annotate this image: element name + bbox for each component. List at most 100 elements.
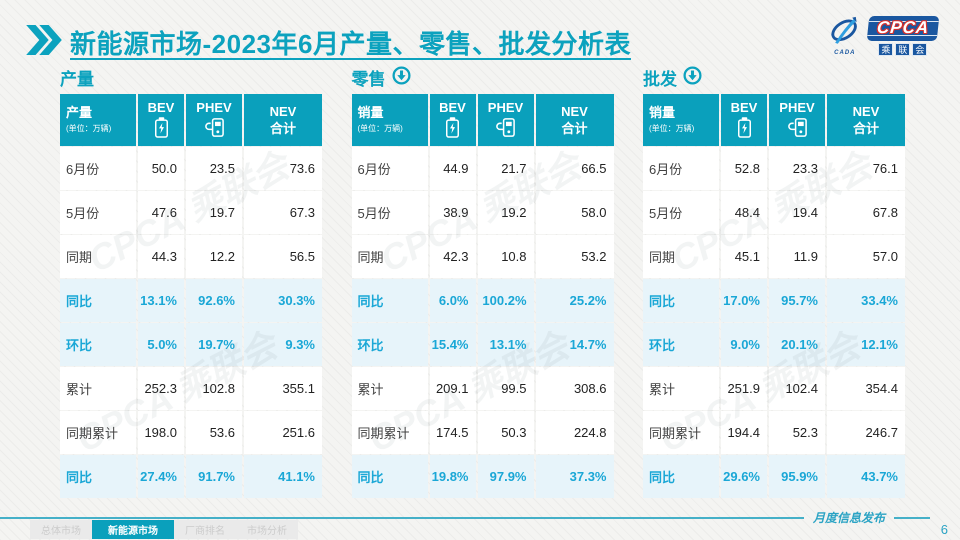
row-label: 同比: [60, 279, 136, 322]
cell-value: 19.8%: [429, 455, 476, 498]
row-label: 5月份: [351, 191, 428, 234]
cell-value: 174.5: [429, 411, 476, 454]
cell-value: 17.0%: [721, 279, 767, 322]
cell-value: 25.2%: [535, 279, 614, 322]
down-arrow-icon: [683, 65, 702, 90]
row-label: 5月份: [643, 191, 719, 234]
table-row: 同比 29.6% 95.9% 43.7%: [643, 455, 905, 498]
cpca-logo: CADA CPCA 乘 联 会: [826, 16, 940, 56]
cell-value: 53.6: [186, 411, 242, 454]
cell-value: 19.7: [186, 191, 242, 234]
cell-value: 198.0: [138, 411, 184, 454]
cell-value: 27.4%: [138, 455, 184, 498]
cell-value: 41.1%: [244, 455, 322, 498]
table-row: 5月份 47.6 19.7 67.3: [60, 191, 322, 234]
table-body: 6月份 44.9 21.7 66.5 5月份 38.9 19.2 58.0 同期 42.3 10.8…: [351, 147, 614, 498]
charging-station-icon: [495, 117, 516, 141]
table-row: 累计 251.9 102.4 354.4: [643, 367, 905, 410]
battery-icon: [737, 116, 751, 141]
table-row: 同比 6.0% 100.2% 25.2%: [351, 279, 614, 322]
cell-value: 56.5: [244, 235, 322, 278]
cell-value: 43.7%: [827, 455, 905, 498]
cell-value: 30.3%: [244, 279, 322, 322]
cell-value: 42.3: [429, 235, 476, 278]
bev-column-header: BEV: [138, 94, 184, 146]
footer-line: [0, 516, 804, 519]
corner-header-cell: 销量 (单位：万辆): [351, 94, 428, 146]
row-label: 累计: [351, 367, 428, 410]
cell-value: 23.5: [186, 147, 242, 190]
cell-value: 76.1: [827, 147, 905, 190]
row-label: 同比: [643, 279, 719, 322]
nev-column-header: NEV 合计: [535, 94, 614, 146]
cell-value: 102.4: [769, 367, 825, 410]
cell-value: 11.9: [769, 235, 825, 278]
table-row: 同期累计 194.4 52.3 246.7: [643, 411, 905, 454]
swoosh-label: CADA: [834, 50, 856, 56]
footer-rule: 月度信息发布: [0, 510, 960, 525]
cell-value: 67.3: [244, 191, 322, 234]
row-label: 环比: [643, 323, 719, 366]
wholesale-table: 批发 销量 (单位：万辆) BEV PHEV: [643, 64, 905, 499]
cell-value: 5.0%: [138, 323, 184, 366]
footer-tab-1[interactable]: 新能源市场: [92, 520, 174, 539]
tables-area: 产量 产量 (单位：万辆) BEV PHEV NEV 合计: [60, 64, 905, 499]
table-row: 环比 15.4% 13.1% 14.7%: [351, 323, 614, 366]
cell-value: 92.6%: [186, 279, 242, 322]
cell-value: 10.8: [477, 235, 534, 278]
cell-value: 100.2%: [477, 279, 534, 322]
cell-value: 246.7: [827, 411, 905, 454]
table-row: 同比 27.4% 91.7% 41.1%: [60, 455, 322, 498]
cell-value: 19.2: [477, 191, 534, 234]
row-label: 同期: [643, 235, 719, 278]
cpca-wordmark: CPCA: [866, 16, 940, 41]
row-label: 6月份: [643, 147, 719, 190]
footer-tab-3[interactable]: 市场分析: [247, 526, 287, 537]
footer-tab-2[interactable]: 厂商排名: [185, 526, 225, 537]
row-label: 同期: [60, 235, 136, 278]
cell-value: 23.3: [769, 147, 825, 190]
section-title: 产量: [60, 70, 94, 89]
cell-value: 15.4%: [429, 323, 476, 366]
cell-value: 13.1%: [138, 279, 184, 322]
nev-column-header: NEV 合计: [244, 94, 322, 146]
cell-value: 224.8: [535, 411, 614, 454]
cell-value: 37.3%: [535, 455, 614, 498]
battery-icon: [446, 116, 459, 141]
battery-icon: [154, 116, 168, 141]
section-header-wholesale: 批发: [643, 64, 905, 91]
cell-value: 354.4: [827, 367, 905, 410]
cell-value: 6.0%: [429, 279, 476, 322]
row-label: 同比: [351, 455, 428, 498]
retail-table: 零售 销量 (单位：万辆) BEV PHEV: [351, 64, 614, 499]
table-row: 6月份 44.9 21.7 66.5: [351, 147, 614, 190]
table-row: 同比 17.0% 95.7% 33.4%: [643, 279, 905, 322]
footer-tab-0[interactable]: 总体市场: [41, 526, 81, 537]
table-row: 同期 42.3 10.8 53.2: [351, 235, 614, 278]
cell-value: 9.3%: [244, 323, 322, 366]
bev-column-header: BEV: [721, 94, 767, 146]
bottom-tab-bar: 总体市场 新能源市场 厂商排名 市场分析: [30, 520, 298, 539]
cell-value: 95.7%: [769, 279, 825, 322]
table-row: 6月份 52.8 23.3 76.1: [643, 147, 905, 190]
cell-value: 21.7: [477, 147, 534, 190]
row-label: 6月份: [60, 147, 136, 190]
cell-value: 19.4: [769, 191, 825, 234]
table-header-row: 产量 (单位：万辆) BEV PHEV NEV 合计: [60, 94, 322, 146]
cell-value: 45.1: [721, 235, 767, 278]
cell-value: 58.0: [535, 191, 614, 234]
charging-station-icon: [204, 117, 225, 141]
cell-value: 33.4%: [827, 279, 905, 322]
cell-value: 44.9: [429, 147, 476, 190]
nev-column-header: NEV 合计: [827, 94, 905, 146]
cell-value: 20.1%: [769, 323, 825, 366]
table-row: 5月份 38.9 19.2 58.0: [351, 191, 614, 234]
corner-header-cell: 销量 (单位：万辆): [643, 94, 719, 146]
cpca-chinese-name: 乘 联 会: [878, 43, 928, 56]
cell-value: 251.6: [244, 411, 322, 454]
cell-value: 209.1: [429, 367, 476, 410]
table-row: 累计 209.1 99.5 308.6: [351, 367, 614, 410]
row-label: 同比: [60, 455, 136, 498]
cell-value: 44.3: [138, 235, 184, 278]
table-row: 同比 19.8% 97.9% 37.3%: [351, 455, 614, 498]
